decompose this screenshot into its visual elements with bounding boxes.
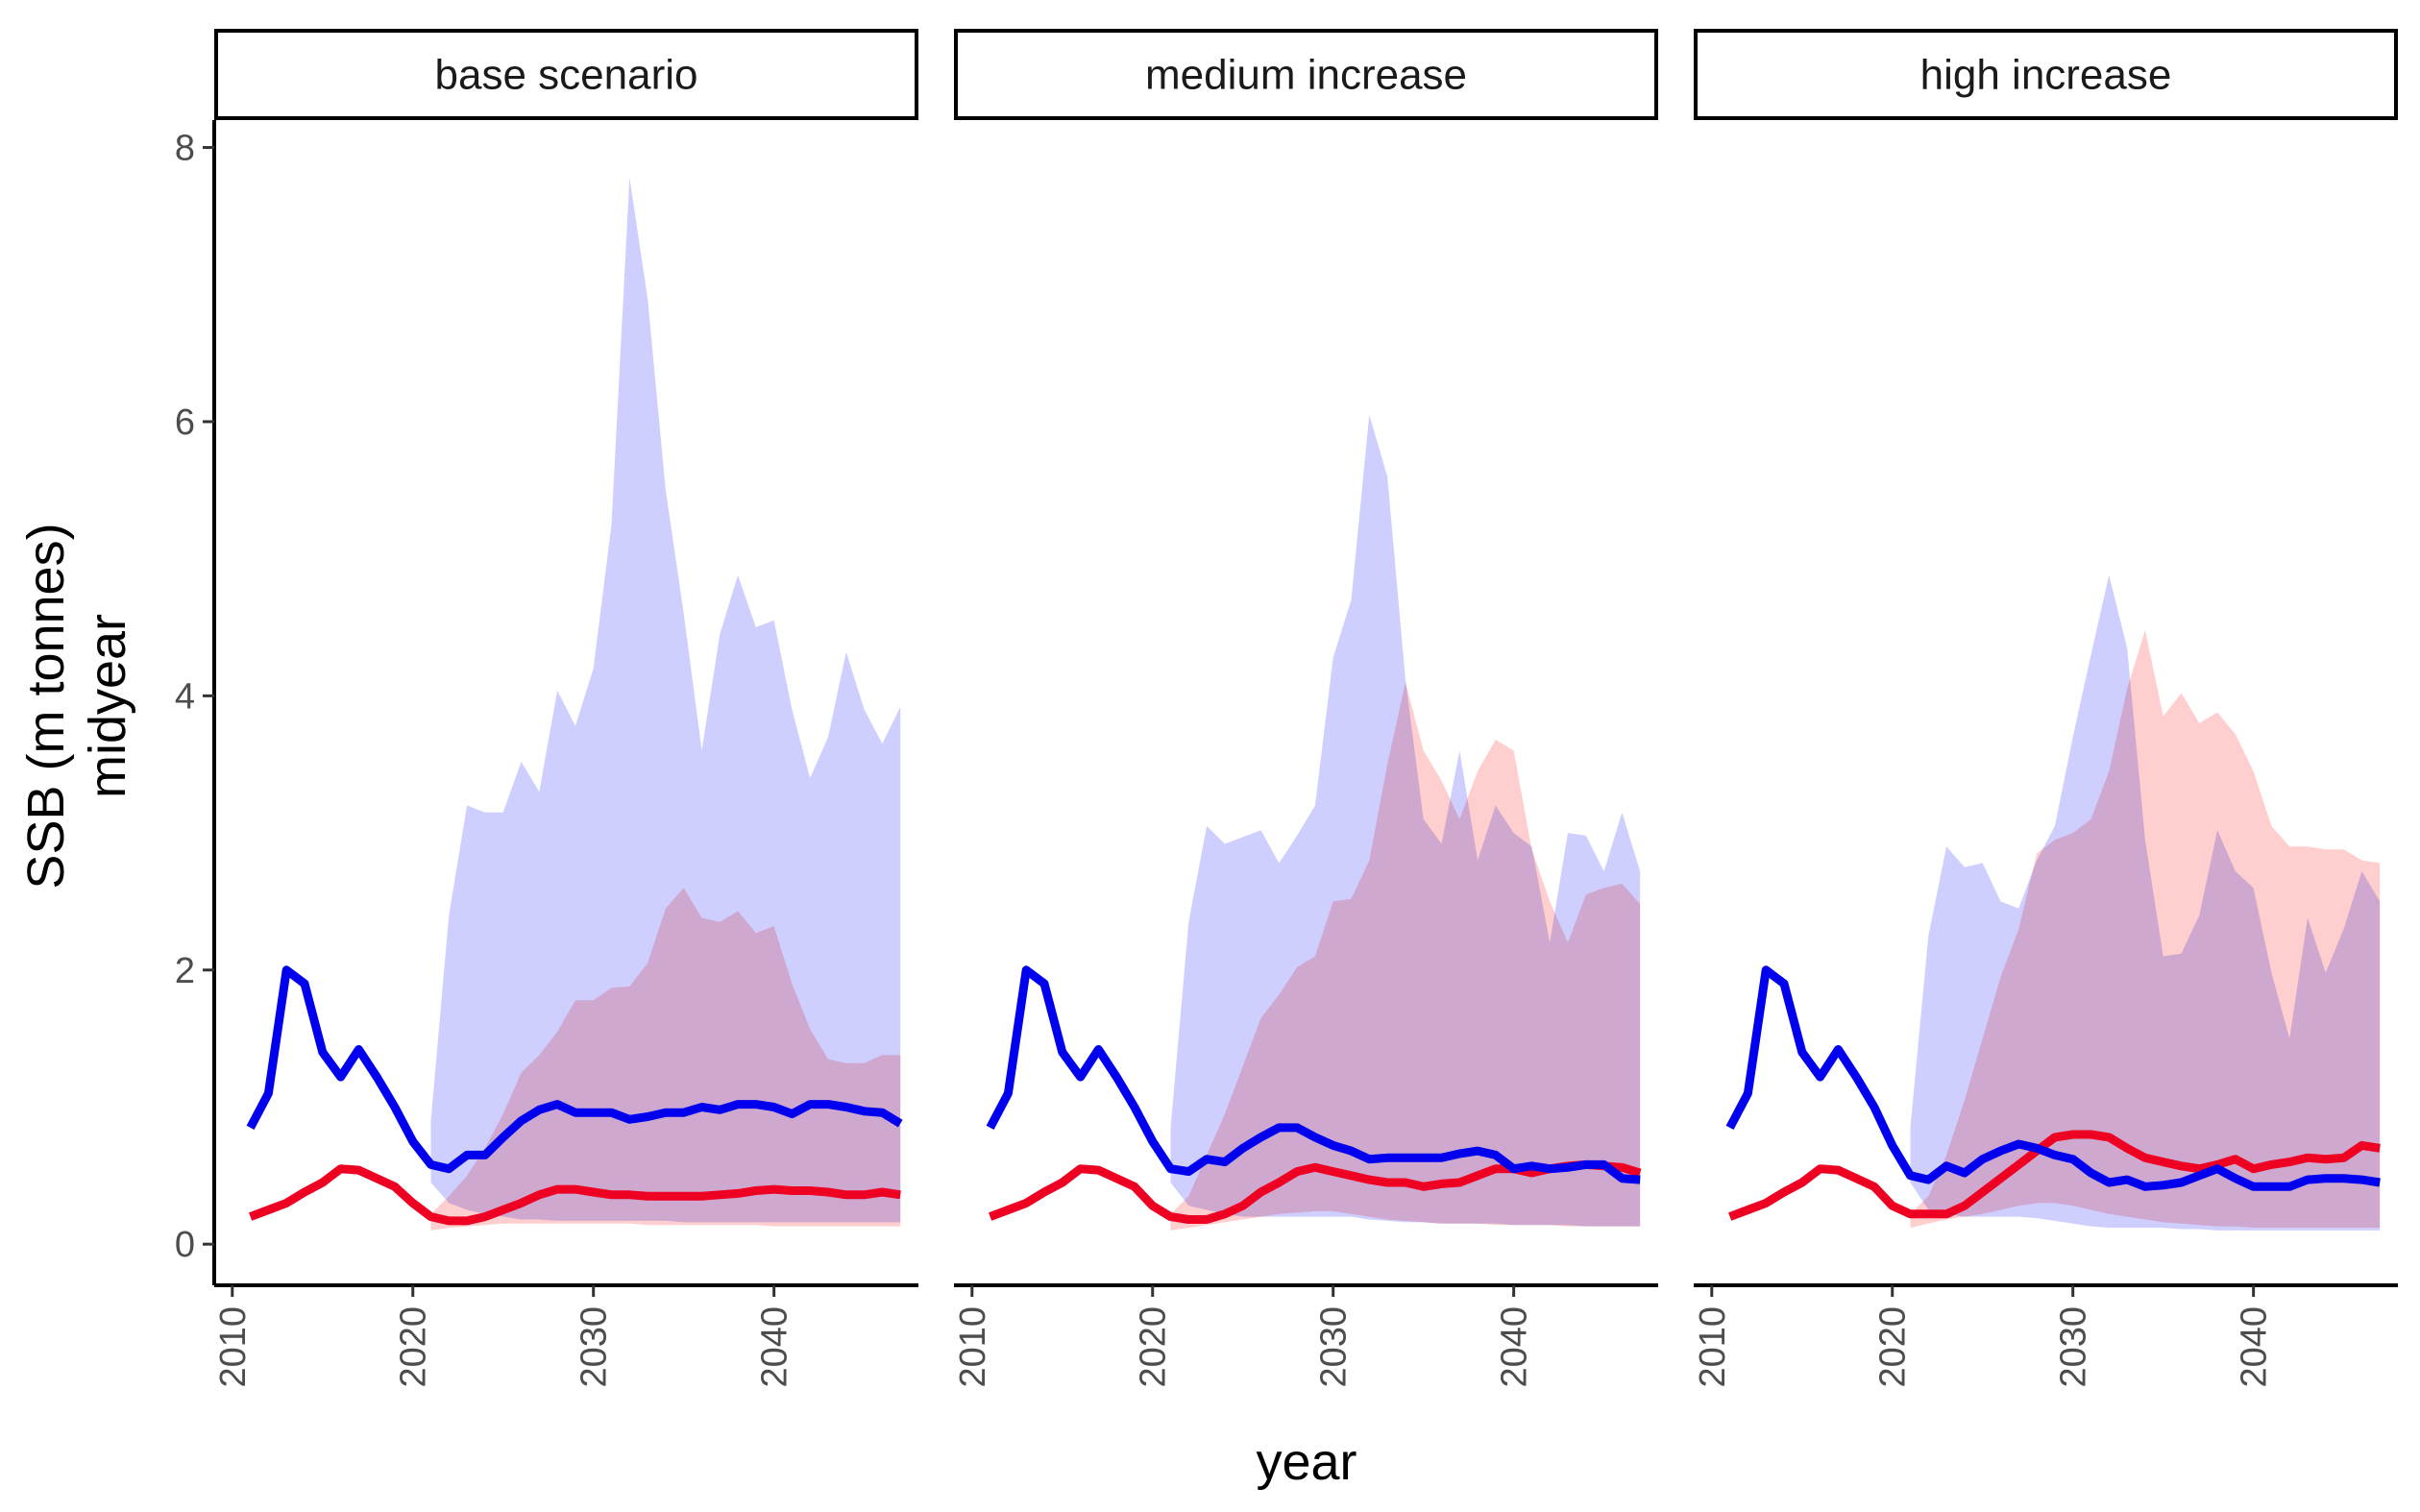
x-tick-label: 2030 (574, 1306, 615, 1388)
y-tick-label: 8 (175, 129, 195, 169)
y-axis: 0 2 4 6 8 (175, 120, 216, 1285)
y-tick-label: 0 (175, 1225, 195, 1265)
y-axis-title-line-1: SSB (m tonnes) (17, 523, 75, 889)
facet-strip-title: high increase (1920, 52, 2172, 99)
blue-median-line (246, 965, 903, 1174)
red-uncertainty-band (430, 888, 901, 1231)
facet-strip (214, 29, 918, 120)
x-tick-label: 2010 (953, 1306, 993, 1388)
x-tick-label: 2010 (1693, 1306, 1733, 1388)
blue-median-line (986, 965, 1641, 1184)
red-median-line (249, 1164, 901, 1226)
x-tick-label: 2040 (755, 1306, 795, 1388)
facet-strip-title: medium increase (1145, 52, 1467, 99)
y-tick-label: 2 (175, 951, 195, 991)
y-tick-label: 4 (175, 676, 195, 717)
blue-median-line (1725, 965, 2381, 1191)
facet-strip-title: base scenario (435, 52, 698, 99)
x-tick-label: 2040 (2235, 1306, 2275, 1388)
facet-panel: base scenario 2010 2020 2030 2040 (213, 29, 918, 1388)
y-axis-title-line-2: midyear (79, 614, 136, 798)
x-tick-label: 2020 (1134, 1306, 1174, 1388)
red-uncertainty-band (1170, 682, 1641, 1231)
x-tick-label: 2030 (2054, 1306, 2094, 1388)
facet-panel: high increase 2010 2020 2030 2040 (1693, 29, 2398, 1388)
x-tick-label: 2030 (1314, 1306, 1355, 1388)
facet-strip (954, 29, 1658, 120)
x-tick-label: 2040 (1495, 1306, 1535, 1388)
y-tick-label: 6 (175, 402, 195, 443)
facet-panel: medium increase 2010 2020 2030 2040 (953, 29, 1658, 1388)
red-median-line (1728, 1130, 2381, 1221)
x-tick-label: 2020 (394, 1306, 434, 1388)
x-tick-label: 2020 (1873, 1306, 1914, 1388)
x-tick-label: 2010 (213, 1306, 254, 1388)
red-uncertainty-band (1910, 629, 2381, 1229)
red-median-line (989, 1159, 1642, 1224)
x-axis-title: year (1256, 1433, 1357, 1491)
facet-strip (1694, 29, 2398, 120)
